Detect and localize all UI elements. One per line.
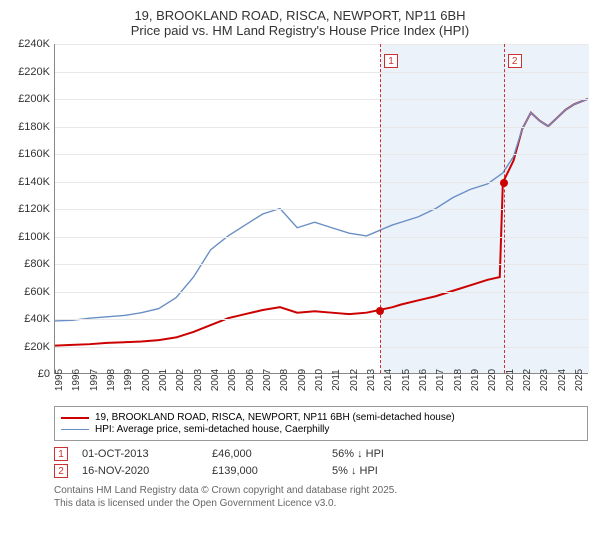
legend-label: HPI: Average price, semi-detached house,…	[95, 424, 329, 435]
x-tick-label: 2000	[141, 369, 152, 391]
gridline	[55, 72, 588, 73]
x-tick-label: 1995	[54, 369, 65, 391]
series-price_paid	[55, 99, 588, 346]
callout-vline	[380, 44, 381, 373]
callout-number-box: 2	[54, 464, 68, 478]
y-tick-label: £220K	[18, 66, 50, 78]
x-tick-label: 2022	[522, 369, 533, 391]
x-tick-label: 2011	[331, 369, 342, 391]
y-tick-label: £20K	[24, 341, 50, 353]
legend-item: 19, BROOKLAND ROAD, RISCA, NEWPORT, NP11…	[61, 412, 581, 423]
y-tick-label: £0	[38, 368, 50, 380]
legend-item: HPI: Average price, semi-detached house,…	[61, 424, 581, 435]
x-tick-label: 2017	[435, 369, 446, 391]
x-tick-label: 2024	[557, 369, 568, 391]
x-tick-label: 2005	[227, 369, 238, 391]
callout-price: £139,000	[212, 465, 332, 477]
footer-line1: Contains HM Land Registry data © Crown c…	[54, 484, 588, 497]
x-tick-label: 2003	[193, 369, 204, 391]
callout-price: £46,000	[212, 448, 332, 460]
x-tick-label: 2025	[574, 369, 585, 391]
x-tick-label: 2001	[158, 369, 169, 391]
x-tick-label: 1996	[71, 369, 82, 391]
callout-label: 1	[384, 54, 398, 68]
x-tick-label: 2010	[314, 369, 325, 391]
y-tick-label: £160K	[18, 148, 50, 160]
callout-row: 1 01-OCT-2013£46,00056% ↓ HPI	[54, 447, 588, 461]
y-tick-label: £100K	[18, 231, 50, 243]
x-tick-label: 2023	[539, 369, 550, 391]
y-tick-label: £200K	[18, 93, 50, 105]
y-tick-label: £140K	[18, 176, 50, 188]
x-tick-label: 2012	[349, 369, 360, 391]
x-tick-label: 2013	[366, 369, 377, 391]
x-tick-label: 2016	[418, 369, 429, 391]
gridline	[55, 209, 588, 210]
x-tick-label: 2020	[487, 369, 498, 391]
footer-line2: This data is licensed under the Open Gov…	[54, 497, 588, 510]
y-axis: £0£20K£40K£60K£80K£100K£120K£140K£160K£1…	[12, 44, 54, 374]
x-tick-label: 2002	[175, 369, 186, 391]
legend-swatch	[61, 429, 89, 430]
callout-date: 01-OCT-2013	[82, 448, 212, 460]
gridline	[55, 182, 588, 183]
y-tick-label: £60K	[24, 286, 50, 298]
x-tick-label: 2004	[210, 369, 221, 391]
y-tick-label: £40K	[24, 313, 50, 325]
chart-area: £0 £20K £40K £60K £80K £100K £120K £140K £160K £1…	[12, 44, 588, 404]
y-tick-label: £180K	[18, 121, 50, 133]
plot-area: 12	[54, 44, 588, 374]
gridline	[55, 347, 588, 348]
data-marker	[500, 179, 508, 187]
x-tick-label: 2019	[470, 369, 481, 391]
gridline	[55, 44, 588, 45]
x-tick-label: 1999	[123, 369, 134, 391]
chart-title-block: 19, BROOKLAND ROAD, RISCA, NEWPORT, NP11…	[12, 8, 588, 38]
callout-vline	[504, 44, 505, 373]
x-tick-label: 2006	[245, 369, 256, 391]
x-tick-label: 2021	[505, 369, 516, 391]
title-subtitle: Price paid vs. HM Land Registry's House …	[12, 23, 588, 38]
x-tick-label: 2008	[279, 369, 290, 391]
y-tick-label: £120K	[18, 203, 50, 215]
gridline	[55, 154, 588, 155]
gridline	[55, 237, 588, 238]
callout-delta: 5% ↓ HPI	[332, 465, 442, 477]
x-tick-label: 2018	[453, 369, 464, 391]
x-tick-label: 1998	[106, 369, 117, 391]
callout-delta: 56% ↓ HPI	[332, 448, 442, 460]
x-tick-label: 2015	[401, 369, 412, 391]
x-tick-label: 2009	[297, 369, 308, 391]
callout-date: 16-NOV-2020	[82, 465, 212, 477]
y-tick-label: £240K	[18, 38, 50, 50]
callout-number-box: 1	[54, 447, 68, 461]
legend-label: 19, BROOKLAND ROAD, RISCA, NEWPORT, NP11…	[95, 412, 455, 423]
callout-row: 2 16-NOV-2020£139,0005% ↓ HPI	[54, 464, 588, 478]
footer-attribution: Contains HM Land Registry data © Crown c…	[54, 484, 588, 510]
data-marker	[376, 307, 384, 315]
title-address: 19, BROOKLAND ROAD, RISCA, NEWPORT, NP11…	[12, 8, 588, 23]
gridline	[55, 99, 588, 100]
chart-container: 19, BROOKLAND ROAD, RISCA, NEWPORT, NP11…	[0, 0, 600, 518]
x-tick-label: 2007	[262, 369, 273, 391]
callout-table: 1 01-OCT-2013£46,00056% ↓ HPI 2 16-NOV-2020…	[54, 447, 588, 478]
gridline	[55, 264, 588, 265]
gridline	[55, 319, 588, 320]
gridline	[55, 127, 588, 128]
y-tick-label: £80K	[24, 258, 50, 270]
legend-swatch	[61, 417, 89, 419]
callout-label: 2	[508, 54, 522, 68]
x-tick-label: 2014	[383, 369, 394, 391]
legend: 19, BROOKLAND ROAD, RISCA, NEWPORT, NP11…	[54, 406, 588, 441]
gridline	[55, 292, 588, 293]
x-tick-label: 1997	[89, 369, 100, 391]
x-axis: 1995199619971998199920002001200220032004…	[54, 376, 588, 404]
